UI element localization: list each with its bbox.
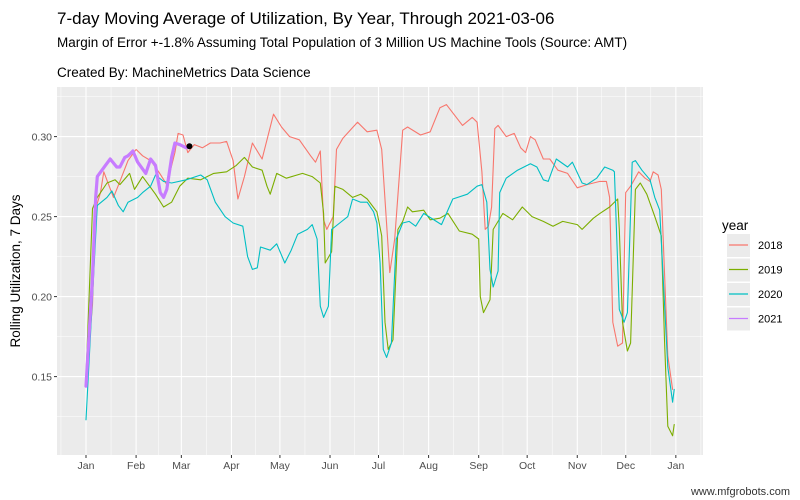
highlight-point xyxy=(186,143,193,150)
x-tick-label: Mar xyxy=(172,460,191,472)
series-line-2021 xyxy=(84,141,191,388)
series-lines xyxy=(84,104,675,437)
x-tick-label: Aug xyxy=(419,460,438,472)
x-tick-label: Dec xyxy=(616,460,635,472)
x-axis: Jan Feb Mar Apr May Jun Jul Aug Sep Oct Nov Dec Jan xyxy=(78,455,684,472)
y-axis: 0.15 0.20 0.25 0.30 xyxy=(32,132,57,384)
legend-label: 2020 xyxy=(758,289,782,301)
series-line-2019 xyxy=(85,156,675,437)
legend-label: 2021 xyxy=(758,314,782,326)
legend-label: 2018 xyxy=(758,240,782,252)
watermark: www.mfgrobots.com xyxy=(690,486,790,498)
x-tick-label: Nov xyxy=(568,460,587,472)
x-tick-label: Jun xyxy=(322,460,339,472)
chart-title: 7-day Moving Average of Utilization, By … xyxy=(57,9,554,28)
x-tick-label: Apr xyxy=(223,460,240,472)
legend-title: year xyxy=(722,218,749,233)
legend-label: 2019 xyxy=(758,265,782,277)
y-tick-label: 0.15 xyxy=(32,372,53,384)
chart-subtitle: Margin of Error +-1.8% Assuming Total Po… xyxy=(57,35,627,50)
y-tick-label: 0.25 xyxy=(32,212,53,224)
x-tick-label: May xyxy=(270,460,291,472)
chart-caption: Created By: MachineMetrics Data Science xyxy=(57,65,311,80)
y-tick-label: 0.30 xyxy=(32,132,53,144)
series-line-2020 xyxy=(85,158,675,421)
x-tick-label: Jul xyxy=(372,460,385,472)
series-line-2018 xyxy=(85,104,674,390)
x-tick-label: Sep xyxy=(469,460,488,472)
gridlines xyxy=(57,87,703,455)
x-tick-label: Feb xyxy=(127,460,145,472)
y-axis-title: Rolling Utilization, 7 Days xyxy=(8,194,23,347)
x-tick-label: Oct xyxy=(519,460,535,472)
legend: year 2018 2019 2020 2021 xyxy=(722,218,782,331)
x-tick-label: Jan xyxy=(667,460,684,472)
y-tick-label: 0.20 xyxy=(32,292,53,304)
x-tick-label: Jan xyxy=(78,460,95,472)
